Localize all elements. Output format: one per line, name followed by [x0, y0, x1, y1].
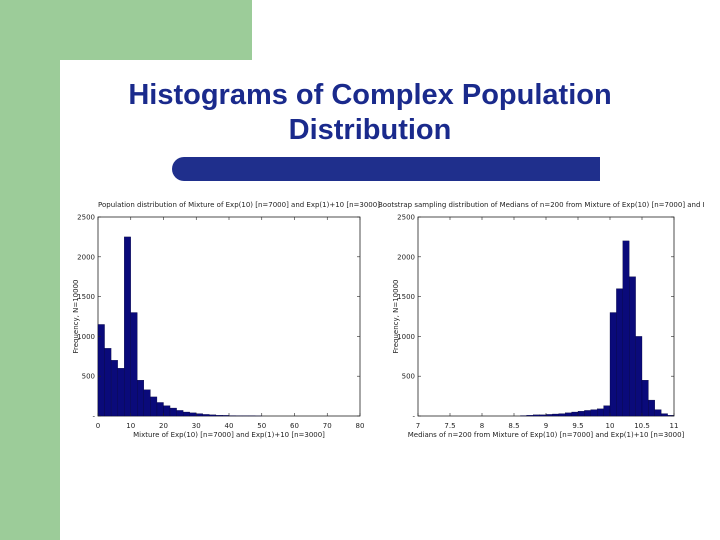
histogram-bar [130, 312, 138, 417]
histogram-bar [654, 409, 662, 417]
x-tick-label: 20 [159, 422, 168, 430]
y-tick-label: 1500 [77, 293, 95, 301]
green-top-block [60, 0, 252, 60]
y-tick-label: 2000 [397, 253, 415, 261]
histogram-bar [635, 336, 643, 417]
x-tick-label: 70 [323, 422, 332, 430]
x-tick-label: 7 [416, 422, 420, 430]
x-tick-label: 30 [192, 422, 201, 430]
y-tick-label: - [92, 413, 95, 421]
y-tick-label: 1000 [397, 333, 415, 341]
histogram-bar [616, 288, 623, 417]
y-axis-label: Frequency, N=10000 [72, 280, 80, 354]
x-axis-label: Medians of n=200 from Mixture of Exp(10)… [408, 431, 685, 439]
histogram-bar [571, 411, 579, 417]
y-axis-label: Frequency, N=10000 [392, 280, 400, 354]
y-tick-label: 2500 [397, 214, 415, 222]
histogram-bar [641, 380, 649, 417]
y-tick-label: 2000 [77, 253, 95, 261]
histogram-bar [661, 413, 668, 417]
histogram-bar [545, 414, 553, 417]
histogram-bar [629, 276, 636, 417]
y-tick-label: 1000 [77, 333, 95, 341]
x-axis-label: Mixture of Exp(10) [n=7000] and Exp(1)+1… [133, 431, 325, 439]
histogram-bar [597, 408, 604, 417]
y-tick-label: 2500 [77, 214, 95, 222]
histogram-bar [565, 412, 572, 417]
x-tick-label: 8.5 [508, 422, 519, 430]
histogram-bar [622, 240, 630, 417]
histogram-bar [558, 413, 566, 417]
green-side-band [0, 0, 60, 540]
histogram-bar [584, 410, 591, 417]
histogram-bar [590, 409, 598, 417]
y-tick-label: 500 [402, 373, 415, 381]
histogram-bar [539, 414, 547, 417]
x-tick-label: 60 [290, 422, 299, 430]
left-chart-title: Population distribution of Mixture of Ex… [98, 201, 380, 209]
x-tick-label: 0 [96, 422, 100, 430]
x-tick-label: 40 [225, 422, 234, 430]
histogram-bar [577, 411, 585, 417]
slide-title: Histograms of Complex Population Distrib… [128, 79, 612, 146]
x-tick-label: 10 [126, 422, 135, 430]
y-tick-label: - [412, 413, 415, 421]
title-divider [172, 157, 600, 181]
x-tick-label: 10 [606, 422, 615, 430]
x-tick-label: 80 [356, 422, 365, 430]
histogram-bar [533, 414, 540, 417]
histogram-bar [609, 312, 617, 417]
x-tick-label: 10.5 [634, 422, 650, 430]
histogram-bar [552, 413, 559, 417]
histogram-bar [526, 415, 534, 417]
y-tick-label: 500 [82, 373, 95, 381]
x-tick-label: 50 [257, 422, 266, 430]
histogram-bar [603, 405, 611, 417]
histogram-bar [648, 399, 655, 417]
y-tick-label: 1500 [397, 293, 415, 301]
x-tick-label: 8 [480, 422, 484, 430]
x-tick-label: 7.5 [444, 422, 455, 430]
right-chart-title: Bootstrap sampling distribution of Media… [378, 201, 704, 209]
x-tick-label: 9 [544, 422, 548, 430]
x-tick-label: 9.5 [572, 422, 583, 430]
x-tick-label: 11 [670, 422, 679, 430]
